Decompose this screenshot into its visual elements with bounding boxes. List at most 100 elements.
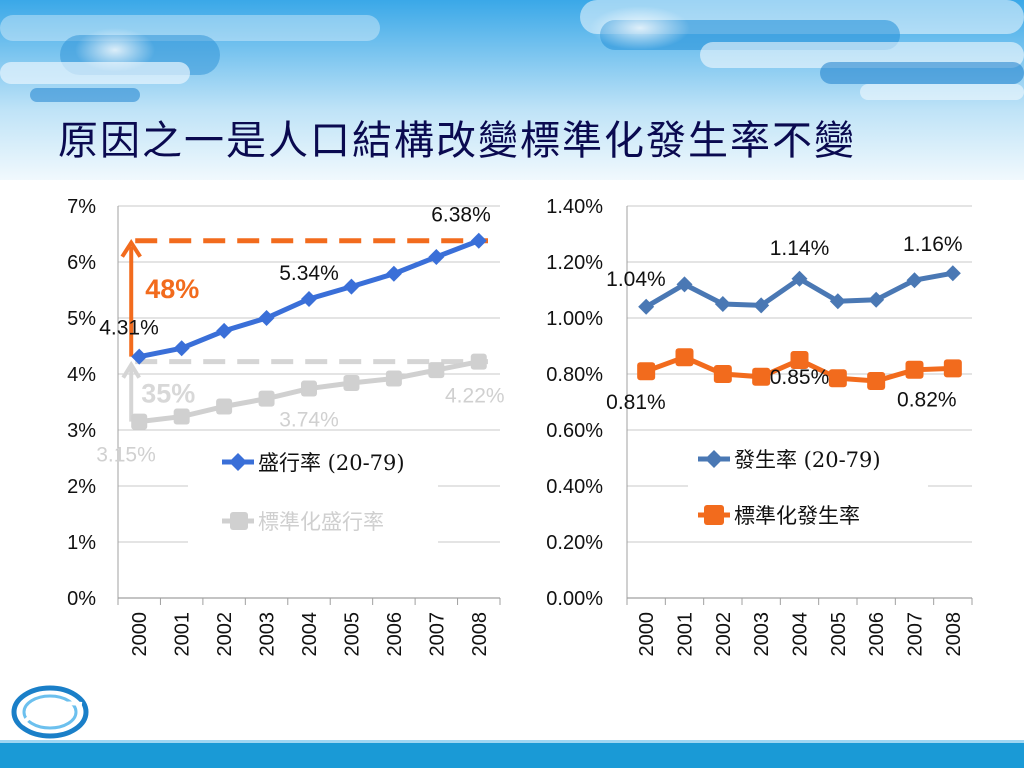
- legend-marker-icon: [230, 512, 248, 530]
- data-point: [867, 372, 886, 390]
- x-tick-label: 2005: [828, 612, 850, 657]
- data-point: [131, 348, 148, 365]
- data-point: [905, 360, 924, 379]
- data-point: [753, 297, 770, 314]
- y-tick-label: 1.00%: [546, 308, 603, 330]
- data-label: 6.38%: [431, 204, 491, 227]
- data-point: [173, 408, 190, 425]
- y-tick-label: 7%: [67, 196, 96, 218]
- legend-marker-icon: [229, 453, 247, 471]
- x-tick-label: 2003: [751, 612, 773, 657]
- data-point: [216, 398, 233, 415]
- data-label: 3.74%: [279, 409, 339, 432]
- legend-box: [688, 431, 928, 541]
- data-point: [428, 248, 445, 265]
- data-point: [868, 291, 885, 308]
- data-point: [637, 362, 656, 381]
- x-tick-label: 2004: [790, 612, 812, 657]
- y-tick-label: 0.20%: [546, 532, 603, 554]
- legend-label: 標準化盛行率: [258, 510, 384, 534]
- y-tick-label: 1.20%: [546, 252, 603, 274]
- x-tick-label: 2002: [713, 612, 735, 657]
- x-tick-label: 2006: [866, 612, 888, 657]
- x-tick-label: 2008: [943, 612, 965, 657]
- data-point: [790, 351, 809, 369]
- data-point: [385, 370, 402, 387]
- data-point: [638, 298, 655, 315]
- x-tick-label: 2002: [214, 612, 236, 657]
- data-point: [216, 322, 233, 339]
- data-point: [829, 293, 846, 310]
- y-tick-label: 2%: [67, 476, 96, 498]
- x-tick-label: 2000: [636, 612, 658, 657]
- data-point: [906, 272, 923, 289]
- slide-title: 原因之一是人口結構改變標準化發生率不變: [58, 118, 856, 164]
- x-tick-label: 2005: [341, 612, 363, 657]
- x-tick-label: 2007: [905, 612, 927, 657]
- annotation-label: 48%: [145, 274, 199, 304]
- x-tick-label: 2001: [675, 612, 697, 657]
- legend-label: 標準化發生率: [734, 504, 860, 528]
- y-tick-label: 1%: [67, 532, 96, 554]
- x-tick-label: 2001: [172, 612, 194, 657]
- data-label: 1.16%: [903, 233, 963, 256]
- data-point: [470, 232, 487, 249]
- data-point: [385, 265, 402, 282]
- data-point: [713, 365, 732, 383]
- legend-label: 發生率 (20-79): [734, 448, 881, 472]
- y-tick-label: 6%: [67, 252, 96, 274]
- data-point: [343, 278, 360, 295]
- data-point: [944, 265, 961, 282]
- data-label: 5.34%: [279, 262, 339, 285]
- data-label: 4.22%: [445, 385, 505, 408]
- y-tick-label: 1.40%: [546, 196, 603, 218]
- data-label: 1.04%: [606, 268, 666, 291]
- data-label: 0.81%: [606, 391, 666, 414]
- y-tick-label: 3%: [67, 420, 96, 442]
- data-point: [301, 380, 317, 397]
- legend-label: 盛行率 (20-79): [258, 451, 405, 475]
- x-tick-label: 2003: [257, 612, 279, 657]
- data-point: [173, 340, 190, 357]
- data-point: [428, 362, 445, 379]
- y-tick-label: 0.80%: [546, 364, 603, 386]
- y-tick-label: 0.00%: [546, 588, 603, 610]
- y-tick-label: 0%: [67, 588, 96, 610]
- data-point: [828, 369, 847, 388]
- data-point: [791, 270, 808, 287]
- x-tick-label: 2004: [299, 612, 321, 657]
- y-tick-label: 5%: [67, 308, 96, 330]
- legend-marker-icon: [705, 450, 723, 468]
- data-point: [675, 348, 694, 367]
- x-tick-label: 2006: [384, 612, 406, 657]
- data-point: [943, 359, 962, 378]
- logo-swoosh-icon: [11, 685, 89, 739]
- data-label: 0.85%: [770, 366, 830, 389]
- data-point: [301, 290, 317, 307]
- data-point: [343, 374, 360, 391]
- legend-marker-icon: [704, 505, 724, 525]
- legend-box: [188, 432, 438, 544]
- data-point: [258, 390, 275, 407]
- data-label: 4.31%: [99, 317, 159, 340]
- data-point: [752, 367, 771, 386]
- arrow-head-icon: [121, 360, 141, 379]
- y-tick-label: 0.60%: [546, 420, 603, 442]
- x-tick-label: 2008: [469, 612, 491, 657]
- data-point: [131, 413, 148, 430]
- y-tick-label: 0.40%: [546, 476, 603, 498]
- x-tick-label: 2000: [129, 612, 151, 657]
- data-point: [258, 310, 275, 326]
- data-label: 0.82%: [897, 388, 957, 411]
- data-label: 3.15%: [96, 444, 156, 467]
- x-tick-label: 2007: [426, 612, 448, 657]
- data-point: [470, 353, 487, 370]
- data-point: [714, 296, 731, 312]
- annotation-label: 35%: [141, 378, 195, 408]
- data-point: [676, 276, 693, 293]
- data-label: 1.14%: [770, 237, 830, 260]
- y-tick-label: 4%: [67, 364, 96, 386]
- arrow-head-icon: [120, 239, 142, 258]
